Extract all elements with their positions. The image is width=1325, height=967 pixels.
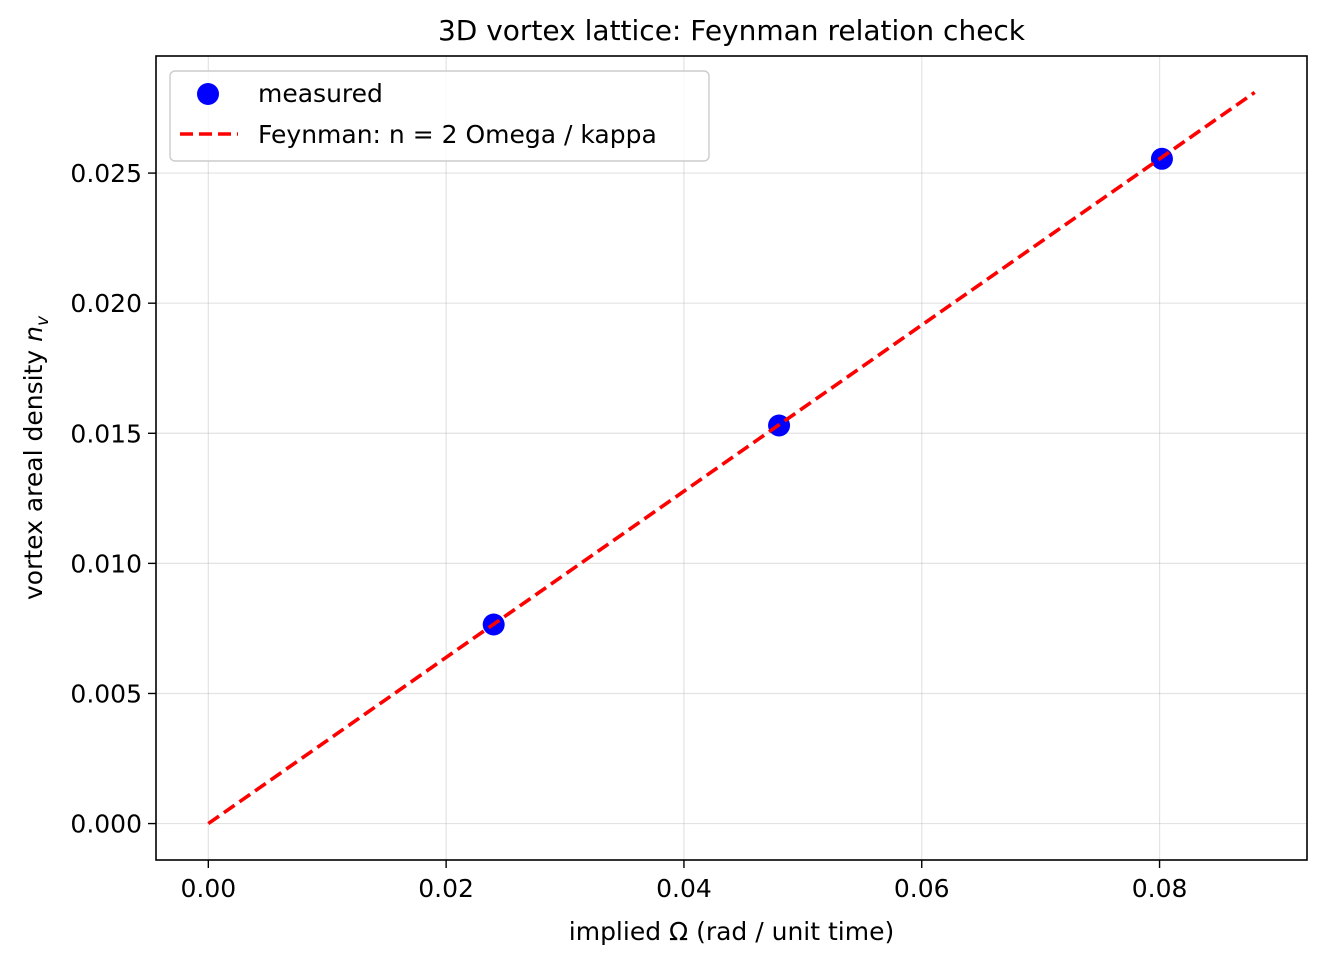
x-tick-label: 0.08 [1132,874,1188,903]
axis-ticks: 0.00 0.02 0.04 0.06 0.08 0.000 0.005 0.010 0.015… [70,159,1187,903]
x-tick-label: 0.04 [656,874,712,903]
y-tick-label: 0.005 [70,679,142,708]
y-axis-label: vortex areal density nv [19,315,53,600]
legend: measured Feynman: n = 2 Omega / kappa [169,70,710,162]
x-tick-label: 0.02 [418,874,474,903]
series-line-feynman [207,90,1256,826]
x-tick-label: 0.06 [894,874,950,903]
x-tick-label: 0.00 [180,874,236,903]
y-tick-label: 0.000 [70,810,142,839]
grid [156,56,1307,860]
chart-title: 3D vortex lattice: Feynman relation chec… [438,14,1026,47]
plot-frame [155,55,1308,861]
y-tick-label: 0.020 [70,289,142,318]
legend-label-measured: measured [258,79,383,108]
y-tick-label: 0.015 [70,419,142,448]
legend-marker-measured [197,83,219,105]
legend-label-feynman: Feynman: n = 2 Omega / kappa [258,120,657,149]
x-axis-label: implied Ω (rad / unit time) [569,917,894,946]
y-tick-label: 0.025 [70,159,142,188]
plot-series [207,90,1256,826]
legend-box [169,70,710,162]
y-tick-label: 0.010 [70,549,142,578]
